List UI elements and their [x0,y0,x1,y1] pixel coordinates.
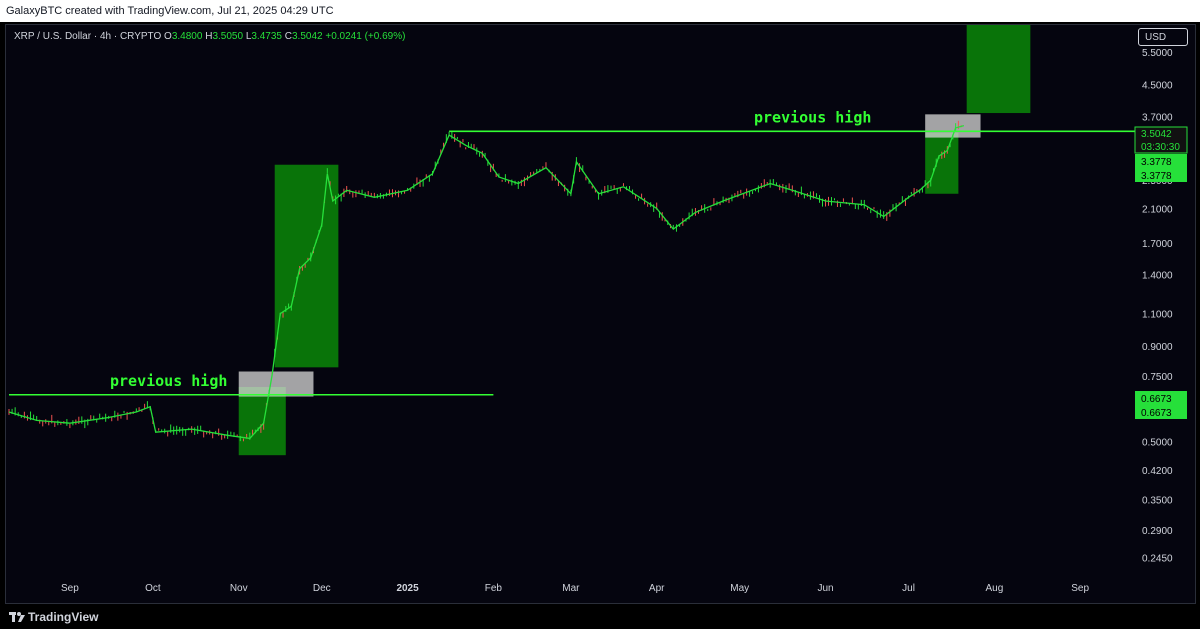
x-tick-label: Jul [902,583,915,594]
level-tag-b1-bg [1135,391,1187,405]
tradingview-logo-icon [9,612,25,622]
target-box-2 [274,164,339,368]
entry-box-1 [238,371,314,397]
y-tick-label: 1.7000 [1142,239,1173,250]
candles [8,120,962,442]
chart-frame [5,24,1196,604]
open-label: O [164,31,172,42]
y-tick-label: 4.5000 [1142,81,1173,92]
countdown-tag: 03:30:30 [1135,140,1187,153]
price-series-line [8,124,965,440]
y-tick-label: 0.2900 [1142,526,1173,537]
y-axis: 5.50004.50003.70002.50002.10001.70001.40… [1142,48,1173,564]
open-value: 3.4800 [171,31,203,42]
level-tag-a2-bg [1135,168,1187,182]
level-tag-b1-text: 0.6673 [1141,394,1172,405]
y-tick-label: 0.2450 [1142,554,1173,565]
level-tag-a2-text: 3.3778 [1141,171,1172,182]
y-tick-label: 0.5000 [1142,438,1173,449]
target-box-5 [966,25,1031,114]
y-tick-label: 1.4000 [1142,270,1173,281]
x-tick-label: 2025 [396,583,419,594]
y-tick-label: 2.1000 [1142,205,1173,216]
level-tag-a1: 3.3778 [1135,154,1187,168]
level-tag-b2-text: 0.6673 [1141,408,1172,419]
y-tick-label: 3.7000 [1142,113,1173,124]
close-label: C [284,31,292,42]
close-value: 3.5042 [291,31,323,42]
y-tick-label: 0.7500 [1142,372,1173,383]
y-tick-label: 0.9000 [1142,342,1173,353]
last-price-tag-text: 3.5042 [1141,129,1172,140]
x-tick-label: Aug [985,583,1003,594]
currency-button[interactable]: USD [1138,28,1188,46]
previous-high-label-1: previous high [110,372,227,390]
x-tick-label: Sep [61,583,79,594]
level-tag-b1: 0.6673 [1135,391,1187,405]
level-tag-a1-bg [1135,154,1187,168]
level-tag-b2-bg [1135,405,1187,419]
level-tag-a2: 3.3778 [1135,168,1187,182]
previous-high-label-2: previous high [754,108,871,126]
footer-brand: TradingView [28,610,99,624]
x-tick-label: Apr [649,583,665,594]
high-label: H [205,31,213,42]
chart-caption-bar: GalaxyBTC created with TradingView.com, … [0,0,1200,22]
x-tick-label: Dec [313,583,331,594]
chart-caption: GalaxyBTC created with TradingView.com, … [6,5,334,17]
x-tick-label: May [730,583,749,594]
high-value: 3.5050 [212,31,244,42]
change-value: +0.0241 (+0.69%) [325,31,406,42]
y-tick-label: 1.1000 [1142,310,1173,321]
y-tick-label: 0.3500 [1142,496,1173,507]
level-tag-a1-text: 3.3778 [1141,157,1172,168]
x-tick-label: Oct [145,583,161,594]
target-box-0 [238,386,286,456]
position-boxes [238,25,1031,456]
last-price-tag-border [1134,126,1188,154]
countdown-tag-bg [1135,140,1187,153]
x-tick-label: Sep [1071,583,1089,594]
x-tick-label: Feb [485,583,503,594]
low-value: 3.4735 [251,31,282,42]
x-axis: Sep Oct Nov Dec 2025 Feb Mar Apr May Jun Jul Aug Sep [61,583,1090,594]
y-tick-label: 5.5000 [1142,48,1173,59]
symbol-name: XRP / U.S. Dollar · 4h · CRYPTO [14,31,162,42]
x-tick-label: Jun [817,583,833,594]
last-price-tag-bg [1135,127,1187,140]
low-label: L [245,31,252,42]
x-tick-label: Nov [230,583,248,594]
level-tag-b2: 0.6673 [1135,405,1187,419]
x-tick-label: Mar [562,583,580,594]
y-tick-label: 0.4200 [1142,466,1173,477]
target-box-3 [925,132,959,194]
symbol-legend: XRP / U.S. Dollar · 4h · CRYPTO O3.4800 … [14,31,405,42]
last-price-tag: 3.5042 [1135,127,1187,140]
footer: TradingView [0,604,1200,629]
countdown-tag-text: 03:30:30 [1141,142,1180,153]
